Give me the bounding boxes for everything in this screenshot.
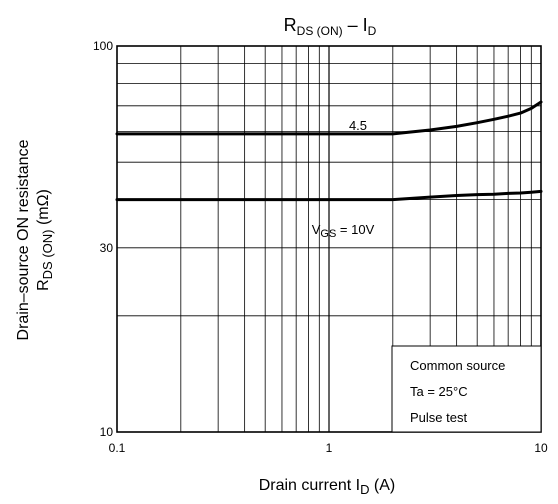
y-tick-label: 100 (93, 39, 113, 53)
vgs-value: = 10V (336, 222, 374, 237)
conditions-line-2: Ta = 25°C (410, 384, 468, 399)
series-line-vgs-4-5 (115, 100, 543, 136)
ylabel-sub: DS (ON) (40, 229, 55, 279)
y-tick-label: 30 (100, 241, 114, 255)
title-sub2: D (368, 24, 377, 38)
xlabel-sub: D (360, 482, 369, 497)
conditions-box-frame (391, 345, 542, 433)
x-tick-label: 10 (534, 441, 548, 455)
series-line-vgs-10v (115, 189, 543, 202)
xlabel-unit: (A) (369, 477, 395, 494)
y-axis-label: Drain–source ON resistance RDS (ON) (mΩ) (15, 139, 55, 340)
x-axis-label: Drain current ID (A) (259, 477, 396, 497)
tick-labels: 0.1 1 10 10 30 100 (93, 39, 548, 455)
ylabel-main: R (35, 279, 52, 291)
plot-frame (116, 45, 542, 433)
ylabel-unit: (mΩ) (35, 189, 52, 229)
title-sub: DS (ON) (297, 24, 343, 38)
title-dash: – I (343, 15, 368, 35)
xlabel-main: Drain current I (259, 477, 360, 494)
series-layer (115, 100, 543, 202)
ylabel-line-1: Drain–source ON resistance (15, 139, 32, 340)
curve-label-vgs: VGS = 10V (312, 222, 375, 240)
y-tick-label: 10 (100, 425, 114, 439)
x-tick-label: 1 (326, 441, 333, 455)
curve-label-4-5: 4.5 (349, 118, 367, 133)
vgs-sub: GS (320, 228, 336, 240)
conditions-box: Common source Ta = 25°C Pulse test (391, 345, 542, 433)
title-main: R (284, 15, 297, 35)
conditions-line-3: Pulse test (410, 410, 467, 425)
x-tick-label: 0.1 (109, 441, 126, 455)
ylabel-line-2: RDS (ON) (mΩ) (35, 189, 55, 291)
chart-title: RDS (ON) – ID (284, 15, 377, 38)
conditions-line-1: Common source (410, 358, 505, 373)
vgs-main: V (312, 222, 321, 237)
